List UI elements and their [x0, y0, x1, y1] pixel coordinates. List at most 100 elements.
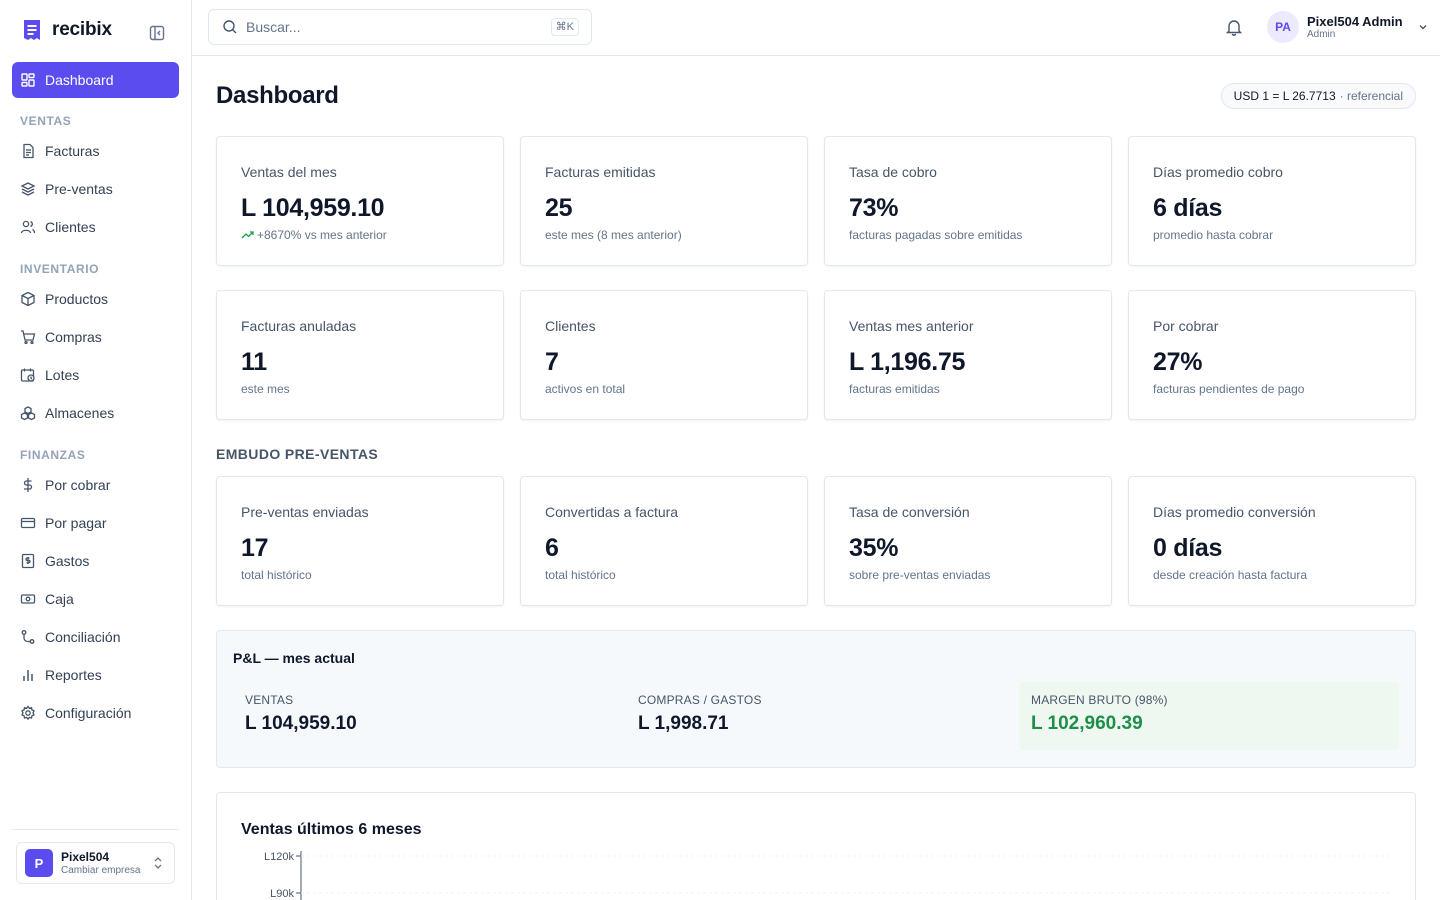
notifications-button[interactable]: [1225, 18, 1243, 41]
exchange-rate-badge: USD 1 = L 26.7713 · referencial: [1220, 83, 1416, 109]
chart-title: Ventas últimos 6 meses: [241, 821, 422, 838]
funnel-card-dias-conversion: Días promedio conversión 0 días desde cr…: [1128, 476, 1416, 606]
avatar: PA: [1267, 11, 1299, 43]
git-merge-icon: [21, 630, 35, 644]
pl-value: L 102,960.39: [1031, 713, 1143, 734]
sidebar-item-label: Dashboard: [45, 72, 114, 88]
sidebar-item-clientes[interactable]: Clientes: [12, 208, 179, 246]
sidebar-item-dashboard[interactable]: Dashboard: [12, 62, 179, 98]
sidebar-item-label: Productos: [45, 291, 109, 307]
kpi-label: Tasa de cobro: [849, 164, 937, 180]
kpi-value: 6: [545, 534, 559, 562]
sidebar: recibix Dashboard VENTAS Facturas: [0, 0, 192, 900]
kpi-subtext-text: +8670% vs mes anterior: [257, 228, 387, 242]
sales-chart: L120k L90k: [264, 851, 1393, 900]
dashboard-icon: [21, 73, 35, 87]
user-name: Pixel504 Admin: [1307, 13, 1403, 29]
section-inventario: INVENTARIO: [20, 262, 100, 276]
sidebar-item-facturas[interactable]: Facturas: [12, 132, 179, 170]
layers-icon: [20, 182, 36, 196]
kpi-label: Por cobrar: [1153, 318, 1219, 334]
sidebar-item-configuracion[interactable]: Configuración: [12, 694, 179, 732]
sidebar-item-conciliacion[interactable]: Conciliación: [12, 618, 179, 656]
sidebar-item-productos[interactable]: Productos: [12, 280, 179, 318]
kpi-label: Clientes: [545, 318, 596, 334]
kpi-label: Facturas emitidas: [545, 164, 656, 180]
calendar-clock-icon: [20, 368, 35, 382]
brand[interactable]: recibix: [22, 18, 112, 42]
kpi-label: Días promedio conversión: [1153, 504, 1316, 520]
sidebar-collapse-icon: [149, 25, 165, 41]
kpi-label: Tasa de conversión: [849, 504, 970, 520]
sidebar-item-label: Compras: [45, 329, 102, 345]
kpi-card-por-cobrar: Por cobrar 27% facturas pendientes de pa…: [1128, 290, 1416, 420]
company-avatar: P: [25, 849, 53, 877]
kpi-subtext: sobre pre-ventas enviadas: [849, 568, 991, 582]
sidebar-item-gastos[interactable]: Gastos: [12, 542, 179, 580]
bell-icon: [1225, 20, 1243, 36]
company-name: Pixel504: [61, 849, 110, 864]
main-content: Dashboard USD 1 = L 26.7713 · referencia…: [192, 56, 1440, 900]
sidebar-item-label: Reportes: [45, 667, 102, 683]
sidebar-item-reportes[interactable]: Reportes: [12, 656, 179, 694]
exchange-rate-note: · referencial: [1339, 89, 1403, 103]
kpi-subtext: facturas emitidas: [849, 382, 940, 396]
sidebar-item-label: Por cobrar: [45, 477, 111, 493]
kpi-value: 25: [545, 194, 573, 222]
bar-chart-icon: [23, 670, 33, 681]
funnel-card-enviadas: Pre-ventas enviadas 17 total histórico: [216, 476, 504, 606]
credit-card-icon: [20, 517, 36, 529]
users-icon: [20, 220, 36, 234]
kpi-subtext: este mes: [241, 382, 290, 396]
funnel-heading: EMBUDO PRE-VENTAS: [216, 446, 379, 462]
sidebar-item-label: Por pagar: [45, 515, 107, 531]
kpi-subtext: total histórico: [545, 568, 616, 582]
company-switcher[interactable]: P Pixel504 Cambiar empresa: [16, 842, 175, 884]
kpi-card-facturas-emitidas: Facturas emitidas 25 este mes (8 mes ant…: [520, 136, 808, 266]
kpi-card-ventas-mes-anterior: Ventas mes anterior L 1,196.75 facturas …: [824, 290, 1112, 420]
collapse-sidebar-button[interactable]: [148, 24, 166, 42]
y-tick-label: L90k: [270, 888, 294, 900]
sidebar-item-label: Pre-ventas: [45, 181, 113, 197]
company-switch-label: Cambiar empresa: [61, 864, 141, 876]
kpi-label: Días promedio cobro: [1153, 164, 1283, 180]
pl-label: MARGEN BRUTO (98%): [1031, 693, 1168, 707]
sidebar-item-label: Caja: [45, 591, 74, 607]
kpi-value: 35%: [849, 534, 899, 562]
kpi-label: Convertidas a factura: [545, 504, 679, 520]
user-info: Pixel504 Admin Admin: [1307, 14, 1403, 41]
sidebar-item-compras[interactable]: Compras: [12, 318, 179, 356]
kpi-subtext: promedio hasta cobrar: [1153, 228, 1274, 242]
kpi-value: 73%: [849, 194, 899, 222]
kpi-subtext: este mes (8 mes anterior): [545, 228, 682, 242]
kpi-subtext: total histórico: [241, 568, 312, 582]
pl-panel: P&L — mes actual VENTAS L 104,959.10 COM…: [216, 630, 1416, 768]
pl-margen-bruto: MARGEN BRUTO (98%) L 102,960.39: [1019, 682, 1399, 750]
pl-title: P&L — mes actual: [233, 650, 355, 666]
logo-icon: [24, 20, 40, 40]
section-finanzas: FINANZAS: [20, 448, 86, 462]
user-menu[interactable]: PA Pixel504 Admin Admin: [1267, 11, 1429, 43]
banknote-icon: [20, 594, 36, 604]
sidebar-item-caja[interactable]: Caja: [12, 580, 179, 618]
pl-value: L 104,959.10: [245, 713, 357, 734]
kpi-card-dias-cobro: Días promedio cobro 6 días promedio hast…: [1128, 136, 1416, 266]
funnel-card-tasa-conversion: Tasa de conversión 35% sobre pre-ventas …: [824, 476, 1112, 606]
sidebar-item-preventas[interactable]: Pre-ventas: [12, 170, 179, 208]
sidebar-item-almacenes[interactable]: Almacenes: [12, 394, 179, 432]
kpi-label: Ventas mes anterior: [849, 318, 974, 334]
search-input[interactable]: Buscar... ⌘K: [208, 9, 592, 45]
sidebar-item-porcobrar[interactable]: Por cobrar: [12, 466, 179, 504]
sidebar-item-porpagar[interactable]: Por pagar: [12, 504, 179, 542]
pl-compras-gastos: COMPRAS / GASTOS L 1,998.71: [626, 682, 1006, 750]
kpi-value: L 1,196.75: [849, 348, 966, 376]
sidebar-item-label: Conciliación: [45, 629, 121, 645]
search-shortcut: ⌘K: [550, 18, 579, 36]
divider: [12, 829, 179, 830]
kpi-card-facturas-anuladas: Facturas anuladas 11 este mes: [216, 290, 504, 420]
sidebar-item-lotes[interactable]: Lotes: [12, 356, 179, 394]
search-placeholder: Buscar...: [246, 19, 301, 35]
sales-chart-card: Ventas últimos 6 meses L120k L90k: [216, 792, 1416, 900]
chevron-down-icon: [1419, 25, 1427, 30]
funnel-card-convertidas: Convertidas a factura 6 total histórico: [520, 476, 808, 606]
